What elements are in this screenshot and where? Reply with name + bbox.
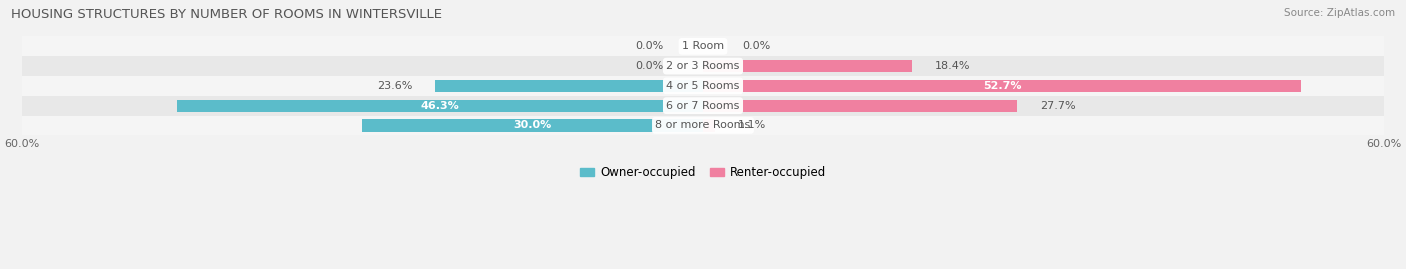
Text: 27.7%: 27.7%	[1040, 101, 1076, 111]
Text: HOUSING STRUCTURES BY NUMBER OF ROOMS IN WINTERSVILLE: HOUSING STRUCTURES BY NUMBER OF ROOMS IN…	[11, 8, 443, 21]
Bar	[21, 56, 1385, 76]
Bar	[363, 119, 703, 132]
Text: 0.0%: 0.0%	[636, 61, 664, 71]
Bar	[703, 60, 912, 72]
Text: 30.0%: 30.0%	[513, 121, 551, 130]
Bar	[177, 100, 703, 112]
Text: 18.4%: 18.4%	[935, 61, 970, 71]
Text: 8 or more Rooms: 8 or more Rooms	[655, 121, 751, 130]
Text: Source: ZipAtlas.com: Source: ZipAtlas.com	[1284, 8, 1395, 18]
Bar	[21, 76, 1385, 96]
Text: 4 or 5 Rooms: 4 or 5 Rooms	[666, 81, 740, 91]
Bar	[21, 36, 1385, 56]
Text: 46.3%: 46.3%	[420, 101, 460, 111]
Text: 1.1%: 1.1%	[738, 121, 766, 130]
Bar	[21, 115, 1385, 135]
Text: 23.6%: 23.6%	[377, 81, 412, 91]
Bar	[703, 119, 716, 132]
Text: 0.0%: 0.0%	[742, 41, 770, 51]
Text: 2 or 3 Rooms: 2 or 3 Rooms	[666, 61, 740, 71]
Bar	[434, 80, 703, 92]
Text: 6 or 7 Rooms: 6 or 7 Rooms	[666, 101, 740, 111]
Legend: Owner-occupied, Renter-occupied: Owner-occupied, Renter-occupied	[575, 161, 831, 184]
Text: 0.0%: 0.0%	[636, 41, 664, 51]
Text: 1 Room: 1 Room	[682, 41, 724, 51]
Text: 52.7%: 52.7%	[983, 81, 1021, 91]
Bar	[703, 80, 1302, 92]
Bar	[21, 96, 1385, 115]
Bar	[703, 100, 1018, 112]
